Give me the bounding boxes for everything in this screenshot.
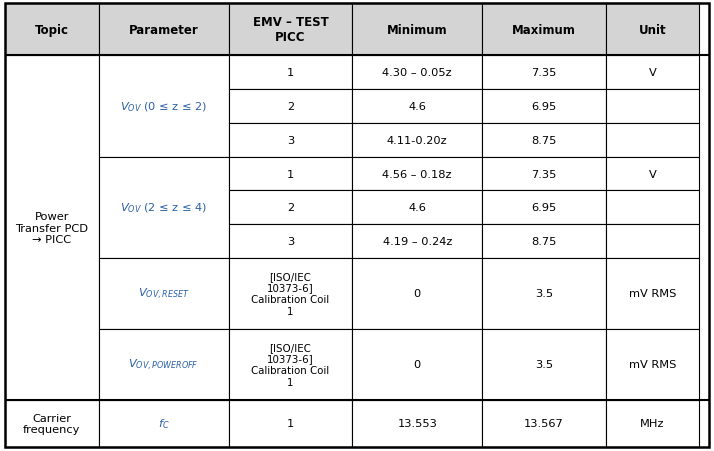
- Bar: [605, 225, 699, 258]
- Bar: [352, 124, 483, 157]
- Text: Minimum: Minimum: [387, 23, 448, 37]
- Bar: [229, 191, 352, 225]
- Text: 3.5: 3.5: [535, 289, 553, 299]
- Text: $V_{OV}$ (0 ≤ z ≤ 2): $V_{OV}$ (0 ≤ z ≤ 2): [120, 100, 207, 114]
- Bar: [229, 56, 352, 90]
- Text: 3: 3: [287, 135, 294, 145]
- Text: 4.30 – 0.05z: 4.30 – 0.05z: [383, 68, 452, 78]
- Text: 1: 1: [287, 68, 294, 78]
- Bar: [483, 157, 605, 191]
- Text: 4.11-0.20z: 4.11-0.20z: [387, 135, 448, 145]
- Text: 2: 2: [287, 203, 294, 213]
- Text: $V_{OV,POWEROFF}$: $V_{OV,POWEROFF}$: [129, 357, 199, 372]
- Bar: [352, 258, 483, 329]
- Text: Parameter: Parameter: [129, 23, 198, 37]
- Bar: [605, 90, 699, 124]
- Text: 6.95: 6.95: [531, 203, 556, 213]
- Bar: [352, 191, 483, 225]
- Bar: [483, 258, 605, 329]
- Text: 6.95: 6.95: [531, 102, 556, 112]
- Text: 4.56 – 0.18z: 4.56 – 0.18z: [383, 169, 452, 179]
- Bar: [352, 90, 483, 124]
- Text: 4.19 – 0.24z: 4.19 – 0.24z: [383, 236, 452, 247]
- Text: 8.75: 8.75: [531, 236, 557, 247]
- Text: 2: 2: [287, 102, 294, 112]
- Text: Topic: Topic: [35, 23, 69, 37]
- Text: 0: 0: [413, 289, 421, 299]
- Text: EMV – TEST
PICC: EMV – TEST PICC: [253, 16, 328, 44]
- Bar: [99, 56, 229, 157]
- Text: 3: 3: [287, 236, 294, 247]
- Text: 7.35: 7.35: [531, 169, 557, 179]
- Text: $V_{OV,RESET}$: $V_{OV,RESET}$: [138, 286, 190, 301]
- Bar: [99, 157, 229, 258]
- Text: 4.6: 4.6: [408, 102, 426, 112]
- Text: mV RMS: mV RMS: [628, 359, 676, 369]
- Text: 8.75: 8.75: [531, 135, 557, 145]
- Bar: [483, 90, 605, 124]
- Text: 1: 1: [287, 169, 294, 179]
- Bar: [605, 157, 699, 191]
- Text: $V_{OV}$ (2 ≤ z ≤ 4): $V_{OV}$ (2 ≤ z ≤ 4): [120, 201, 207, 215]
- Bar: [229, 329, 352, 400]
- Bar: [5, 56, 99, 400]
- Bar: [352, 56, 483, 90]
- Bar: [229, 400, 352, 447]
- Bar: [229, 90, 352, 124]
- Bar: [229, 225, 352, 258]
- Bar: [229, 157, 352, 191]
- Text: Power
Transfer PCD
→ PICC: Power Transfer PCD → PICC: [15, 212, 89, 244]
- Bar: [352, 225, 483, 258]
- Bar: [483, 400, 605, 447]
- Text: $f_C$: $f_C$: [158, 417, 169, 430]
- Bar: [605, 191, 699, 225]
- Text: 1: 1: [287, 419, 294, 428]
- Bar: [99, 329, 229, 400]
- Bar: [352, 329, 483, 400]
- Text: Unit: Unit: [638, 23, 666, 37]
- Text: mV RMS: mV RMS: [628, 289, 676, 299]
- Bar: [483, 225, 605, 258]
- Bar: [229, 258, 352, 329]
- Text: 13.567: 13.567: [524, 419, 564, 428]
- Bar: [483, 329, 605, 400]
- Text: [ISO/IEC
10373-6]
Calibration Coil
1: [ISO/IEC 10373-6] Calibration Coil 1: [251, 272, 330, 316]
- Bar: [352, 157, 483, 191]
- Text: V: V: [648, 68, 656, 78]
- Bar: [99, 4, 229, 56]
- Bar: [605, 4, 699, 56]
- Bar: [99, 258, 229, 329]
- Bar: [99, 400, 229, 447]
- Bar: [229, 4, 352, 56]
- Text: MHz: MHz: [640, 419, 665, 428]
- Bar: [605, 400, 699, 447]
- Text: 4.6: 4.6: [408, 203, 426, 213]
- Text: [ISO/IEC
10373-6]
Calibration Coil
1: [ISO/IEC 10373-6] Calibration Coil 1: [251, 342, 330, 387]
- Bar: [605, 329, 699, 400]
- Bar: [229, 124, 352, 157]
- Bar: [5, 400, 99, 447]
- Bar: [5, 4, 99, 56]
- Bar: [483, 191, 605, 225]
- Text: V: V: [648, 169, 656, 179]
- Text: Carrier
frequency: Carrier frequency: [23, 413, 81, 434]
- Bar: [352, 4, 483, 56]
- Text: Maximum: Maximum: [512, 23, 576, 37]
- Bar: [605, 124, 699, 157]
- Text: 7.35: 7.35: [531, 68, 557, 78]
- Text: 13.553: 13.553: [397, 419, 437, 428]
- Text: 0: 0: [413, 359, 421, 369]
- Bar: [483, 56, 605, 90]
- Bar: [483, 4, 605, 56]
- Bar: [605, 56, 699, 90]
- Text: 3.5: 3.5: [535, 359, 553, 369]
- Bar: [483, 124, 605, 157]
- Bar: [352, 400, 483, 447]
- Bar: [605, 258, 699, 329]
